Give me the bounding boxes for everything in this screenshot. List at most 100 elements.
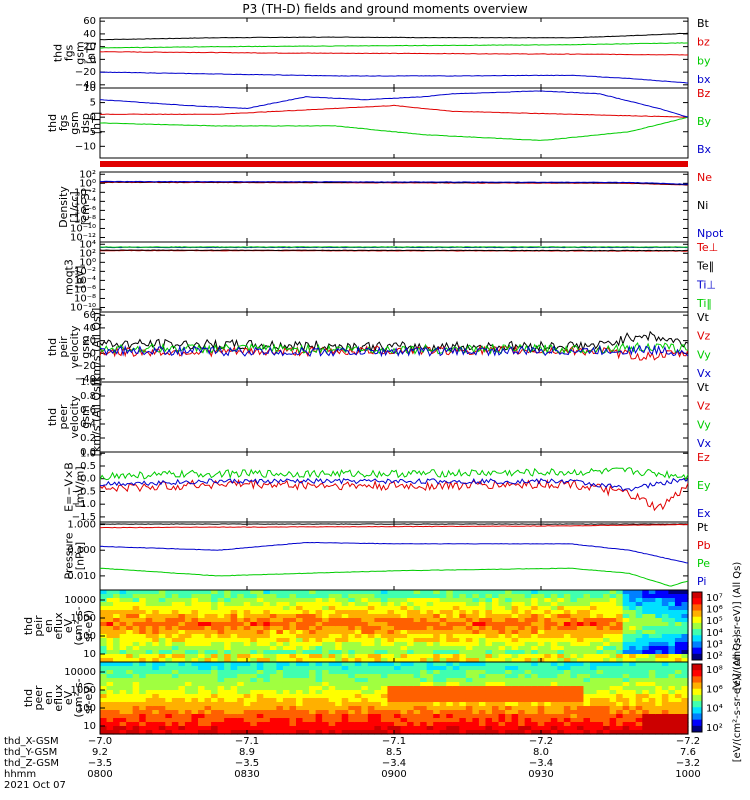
spectrogram-cell: [511, 626, 519, 631]
spectrogram-cell: [113, 630, 121, 635]
spectrogram-cell: [243, 646, 251, 651]
spectrogram-cell: [603, 726, 611, 731]
spectrogram-cell: [119, 678, 127, 683]
spectrogram-cell: [224, 674, 232, 679]
spectrogram-cell: [145, 670, 153, 675]
spectrogram-cell: [361, 622, 369, 627]
spectrogram-cell: [629, 658, 637, 663]
spectrogram-cell: [465, 634, 473, 639]
spectrogram-cell: [609, 622, 617, 627]
spectrogram-cell: [603, 618, 611, 623]
spectrogram-cell: [570, 614, 578, 619]
spectrogram-cell: [570, 702, 578, 707]
spectrogram-cell: [230, 690, 238, 695]
spectrogram-cell: [269, 626, 277, 631]
spectrogram-cell: [452, 614, 460, 619]
spectrogram-cell: [550, 598, 558, 603]
spectrogram-cell: [583, 706, 591, 711]
spectrogram-cell: [629, 654, 637, 659]
spectrogram-cell: [315, 630, 323, 635]
spectrogram-cell: [100, 698, 108, 703]
spectrogram-cell: [243, 594, 251, 599]
spectrogram-cell: [380, 626, 389, 631]
spectrogram-cell: [282, 630, 291, 635]
spectrogram-cell: [322, 654, 330, 659]
spectrogram-cell: [459, 638, 467, 643]
spectrogram-cell: [237, 662, 245, 667]
spectrogram-cell: [642, 698, 650, 703]
spectrogram-cell: [354, 686, 362, 691]
spectrogram-cell: [145, 726, 153, 731]
spectrogram-cell: [328, 642, 336, 647]
spectrogram-cell: [661, 630, 669, 635]
spectrogram-cell: [341, 666, 349, 671]
spectrogram-cell: [655, 730, 663, 735]
spectrogram-cell: [126, 682, 134, 687]
spectrogram-cell: [243, 670, 251, 675]
spectrogram-cell: [531, 686, 539, 691]
spectrogram-cell: [380, 694, 389, 699]
spectrogram-cell: [681, 722, 689, 727]
spectrogram-cell: [282, 658, 291, 663]
spectrogram-cell: [217, 722, 225, 727]
spectrogram-cell: [661, 658, 669, 663]
spectrogram-cell: [374, 626, 382, 631]
spectrogram-cell: [361, 706, 369, 711]
spectrogram-cell: [439, 594, 447, 599]
spectrogram-cell: [198, 634, 206, 639]
spectrogram-cell: [609, 594, 617, 599]
spectrogram-cell: [217, 718, 225, 723]
spectrogram-cell: [256, 642, 264, 647]
spectrogram-cell: [426, 718, 434, 723]
spectrogram-cell: [550, 638, 558, 643]
spectrogram-cell: [603, 730, 611, 735]
spectrogram-cell: [341, 678, 349, 683]
spectrogram-cell: [531, 662, 539, 667]
spectrogram-cell: [126, 618, 134, 623]
spectrogram-cell: [374, 706, 382, 711]
spectrogram-cell: [642, 686, 650, 691]
spectrogram-cell: [478, 598, 487, 603]
spectrogram-cell: [230, 662, 238, 667]
spectrogram-cell: [642, 714, 650, 719]
spectrogram-cell: [524, 722, 532, 727]
spectrogram-cell: [674, 658, 683, 663]
spectrogram-cell: [256, 666, 264, 671]
spectrogram-cell: [100, 622, 108, 627]
spectrogram-cell: [498, 698, 506, 703]
spectrogram-cell: [139, 670, 147, 675]
spectrogram-cell: [119, 670, 127, 675]
y-axis-label: moqt3[eV]: [63, 259, 87, 295]
spectrogram-cell: [380, 606, 389, 611]
spectrogram-cell: [387, 686, 395, 691]
y-tick-label: 10⁻⁸: [74, 293, 96, 304]
spectrogram-cell: [681, 690, 689, 695]
spectrogram-cell: [139, 698, 147, 703]
spectrogram-cell: [106, 698, 114, 703]
spectrogram-cell: [289, 718, 297, 723]
spectrogram-cell: [296, 726, 304, 731]
spectrogram-cell: [648, 694, 656, 699]
spectrogram-cell: [217, 710, 225, 715]
spectrogram-cell: [361, 642, 369, 647]
spectrogram-cell: [367, 602, 375, 607]
spectrogram-cell: [204, 674, 212, 679]
spectrogram-cell: [570, 642, 578, 647]
spectrogram-cell: [524, 714, 532, 719]
legend-Ey: Ey: [697, 479, 711, 492]
spectrogram-cell: [433, 666, 441, 671]
y-tick-label: −10: [75, 141, 96, 152]
spectrogram-cell: [446, 642, 454, 647]
spectrogram-cell: [583, 710, 591, 715]
spectrogram-cell: [635, 686, 643, 691]
colorbar-cell: [692, 610, 702, 618]
spectrogram-cell: [126, 638, 134, 643]
spectrogram-cell: [191, 730, 199, 735]
spectrogram-cell: [433, 650, 441, 655]
spectrogram-cell: [367, 634, 375, 639]
spectrogram-cell: [152, 694, 160, 699]
colorbar-cell: [692, 598, 702, 605]
colorbar-frame: [691, 591, 703, 661]
spectrogram-cell: [563, 690, 571, 695]
spectrogram-cell: [361, 630, 369, 635]
